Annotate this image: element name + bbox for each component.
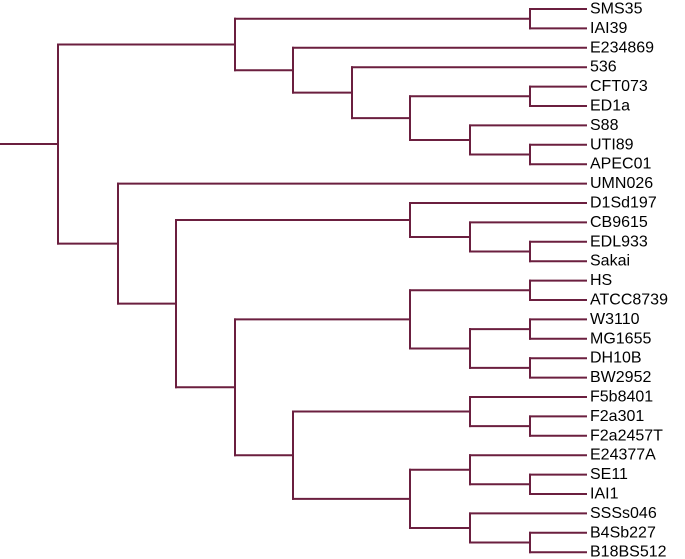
leaf-label: SE11 [590,466,628,483]
leaf-label: F5b8401 [590,389,653,406]
leaf-label: BW2952 [590,369,651,386]
leaf-label: F2a2457T [590,427,663,444]
leaf-label: 536 [590,59,617,76]
leaf-label: W3110 [590,311,640,328]
leaf-label: CB9615 [590,214,648,231]
leaf-label: B18BS512 [590,544,667,559]
leaf-label: S88 [590,117,619,134]
tree-branches [0,8,587,554]
leaf-label: D1Sd197 [590,195,657,212]
leaf-label: SSSs046 [590,505,657,522]
leaf-label: APEC01 [590,156,651,173]
leaf-label: HS [590,272,612,289]
leaf-label: DH10B [590,350,642,367]
leaf-label: Sakai [590,253,630,270]
leaf-label: UMN026 [590,175,653,192]
leaf-label: SMS35 [590,1,643,18]
leaf-label: MG1655 [590,330,651,347]
leaf-label: E24377A [590,447,656,464]
leaf-labels: SMS35 IAI39 E234869 536 CFT073 ED1a S88 UTI89 AP… [590,1,668,559]
leaf-label: B4Sb227 [590,524,656,541]
leaf-label: IAI39 [590,20,627,37]
leaf-label: UTI89 [590,136,634,153]
leaf-label: E234869 [590,39,654,56]
leaf-label: IAI1 [590,486,619,503]
leaf-label: F2a301 [590,408,644,425]
leaf-label: CFT073 [590,78,648,95]
leaf-label: ED1a [590,98,630,115]
leaf-label: EDL933 [590,233,648,250]
leaf-label: ATCC8739 [590,292,668,309]
